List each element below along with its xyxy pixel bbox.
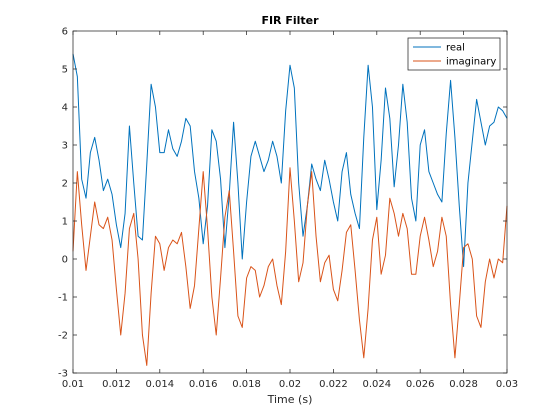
y-tick-label: 5 [62, 65, 68, 76]
x-tick-label: 0.018 [232, 379, 261, 390]
x-tick-label: 0.02 [279, 379, 301, 390]
x-tick-label: 0.028 [449, 379, 478, 390]
plot-area [73, 31, 507, 373]
y-tick-label: 3 [62, 141, 68, 152]
x-tick-label: 0.03 [496, 379, 518, 390]
legend-label-imaginary: imaginary [446, 57, 496, 68]
legend: real imaginary [407, 37, 501, 71]
x-tick-label: 0.016 [189, 379, 218, 390]
y-tick-label: 6 [62, 27, 68, 38]
x-tick-label: 0.01 [62, 379, 84, 390]
x-tick-label: 0.012 [102, 379, 131, 390]
x-tick-label: 0.022 [319, 379, 348, 390]
y-tick-label: 0 [62, 255, 68, 266]
series-line-real [72, 53, 508, 268]
y-tick-label: -1 [58, 293, 68, 304]
legend-label-real: real [446, 43, 465, 54]
x-axis-label: Time (s) [267, 393, 313, 406]
x-tick-label: 0.026 [406, 379, 435, 390]
y-tick-label: -3 [58, 369, 68, 380]
y-tick-label: 4 [62, 103, 68, 114]
x-tick-label: 0.024 [362, 379, 391, 390]
series-line-imaginary [72, 167, 508, 366]
x-axis: 0.01 0.012 0.014 0.016 0.018 0.02 0.022 0.024 0.… [62, 31, 518, 390]
y-tick-label: -2 [58, 331, 68, 342]
y-tick-label: 2 [62, 179, 68, 190]
series-layer [72, 53, 508, 366]
x-tick-label: 0.014 [145, 379, 174, 390]
chart-title: FIR Filter [261, 14, 319, 27]
legend-box [407, 37, 501, 71]
y-tick-label: 1 [62, 217, 68, 228]
y-axis: -3 -2 -1 0 1 2 3 4 5 6 [58, 27, 507, 380]
